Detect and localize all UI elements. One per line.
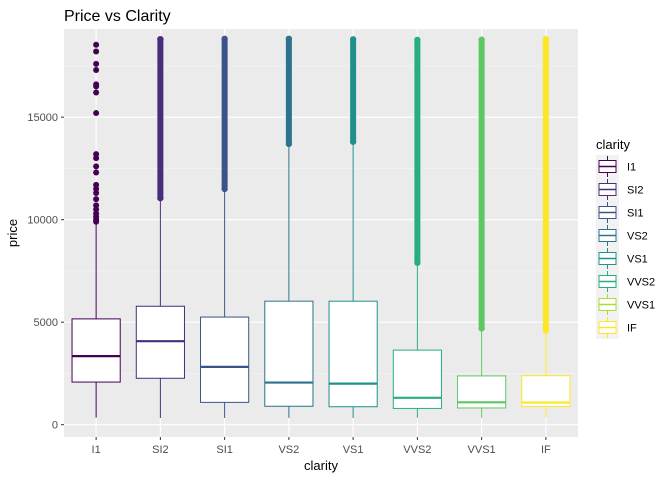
legend-label: SI1 bbox=[627, 208, 644, 220]
box-I1 bbox=[71, 41, 121, 418]
legend-item-VS2: VS2 bbox=[596, 224, 648, 247]
x-tick-label: VVS2 bbox=[403, 444, 431, 456]
legend-item-SI2: SI2 bbox=[596, 178, 644, 201]
y-tick-label: 0 bbox=[52, 420, 58, 432]
y-tick-label: 10000 bbox=[27, 215, 58, 227]
boxes bbox=[71, 35, 571, 419]
outlier-point bbox=[478, 36, 485, 43]
outlier-point bbox=[93, 67, 100, 74]
legend-item-I1: I1 bbox=[596, 155, 636, 178]
box-VS2 bbox=[264, 35, 314, 418]
legend-label: VS2 bbox=[627, 231, 648, 243]
outlier-point bbox=[414, 36, 421, 44]
outlier-point bbox=[93, 202, 100, 209]
outlier-band bbox=[221, 37, 228, 190]
box-VS1 bbox=[328, 36, 378, 418]
legend-item-VVS2: VVS2 bbox=[596, 270, 655, 293]
legend-label: VS1 bbox=[627, 254, 648, 266]
legend-item-SI1: SI1 bbox=[596, 201, 644, 224]
y-tick-label: 5000 bbox=[34, 317, 58, 329]
x-tick-label: SI1 bbox=[216, 444, 233, 456]
outlier-point bbox=[157, 35, 164, 43]
outlier-band bbox=[414, 38, 421, 264]
outlier-point bbox=[414, 259, 421, 266]
outlier-point bbox=[93, 185, 100, 192]
box-VVS2 bbox=[392, 36, 442, 418]
outlier-point bbox=[349, 138, 357, 145]
box-VVS1 bbox=[457, 36, 507, 418]
outlier-point bbox=[349, 36, 357, 43]
legend: clarity I1 SI2 SI1 VS2 VS1 VVS2 VVS1 IF bbox=[596, 137, 655, 339]
outlier-point bbox=[93, 110, 100, 117]
axes: 0 5000 10000 15000 I1 SI2 SI1 VS2 VS1 VVS2 VVS1 IF bbox=[27, 112, 551, 456]
x-axis-title: clarity bbox=[304, 458, 338, 473]
outlier-band bbox=[285, 37, 292, 145]
outlier-point bbox=[93, 190, 100, 197]
outlier-point bbox=[542, 35, 550, 43]
outlier-point bbox=[93, 89, 100, 96]
outlier-point bbox=[93, 196, 100, 203]
outlier-point bbox=[93, 48, 100, 55]
outlier-band bbox=[157, 38, 164, 200]
legend-title: clarity bbox=[596, 137, 630, 152]
box-iqr bbox=[264, 300, 314, 407]
x-tick-label: VS1 bbox=[343, 444, 364, 456]
outlier-point bbox=[478, 325, 485, 332]
x-tick-label: I1 bbox=[92, 444, 101, 456]
chart-title: Price vs Clarity bbox=[64, 8, 171, 25]
outlier-point bbox=[93, 163, 100, 170]
legend-label: VVS1 bbox=[627, 300, 655, 312]
outlier-point bbox=[93, 218, 100, 225]
box-SI2 bbox=[135, 35, 185, 419]
outlier-point bbox=[93, 83, 100, 90]
legend-label: VVS2 bbox=[627, 277, 655, 289]
legend-item-IF: IF bbox=[596, 316, 637, 339]
outlier-point bbox=[93, 181, 100, 188]
outlier-point bbox=[221, 35, 228, 43]
box-iqr bbox=[71, 318, 121, 383]
y-tick-label: 15000 bbox=[27, 112, 58, 124]
outlier-point bbox=[93, 155, 100, 162]
x-tick-label: VVS1 bbox=[468, 444, 496, 456]
outlier-band bbox=[478, 38, 485, 330]
y-axis-title: price bbox=[5, 219, 20, 247]
box-iqr bbox=[328, 300, 378, 408]
legend-item-VVS1: VVS1 bbox=[596, 293, 655, 316]
legend-label: I1 bbox=[627, 162, 636, 174]
outlier-point bbox=[285, 140, 293, 148]
outlier-point bbox=[93, 151, 100, 158]
outlier-point bbox=[285, 35, 293, 42]
outlier-point bbox=[93, 41, 100, 48]
legend-label: IF bbox=[627, 323, 637, 335]
outlier-point bbox=[221, 185, 228, 193]
outlier-band bbox=[350, 38, 357, 143]
box-iqr bbox=[200, 316, 250, 403]
outlier-point bbox=[93, 206, 100, 213]
box-iqr bbox=[392, 349, 442, 409]
x-tick-label: IF bbox=[541, 444, 551, 456]
x-tick-label: SI2 bbox=[152, 444, 169, 456]
outlier-point bbox=[157, 194, 164, 202]
outlier-point bbox=[93, 169, 100, 176]
box-SI1 bbox=[200, 35, 250, 419]
legend-label: SI2 bbox=[627, 185, 644, 197]
outlier-band bbox=[542, 38, 549, 332]
legend-item-VS1: VS1 bbox=[596, 247, 648, 270]
outlier-point bbox=[93, 60, 100, 67]
box-iqr bbox=[521, 375, 571, 407]
outlier-point bbox=[542, 327, 550, 334]
x-tick-label: VS2 bbox=[278, 444, 299, 456]
box-IF bbox=[521, 35, 571, 418]
